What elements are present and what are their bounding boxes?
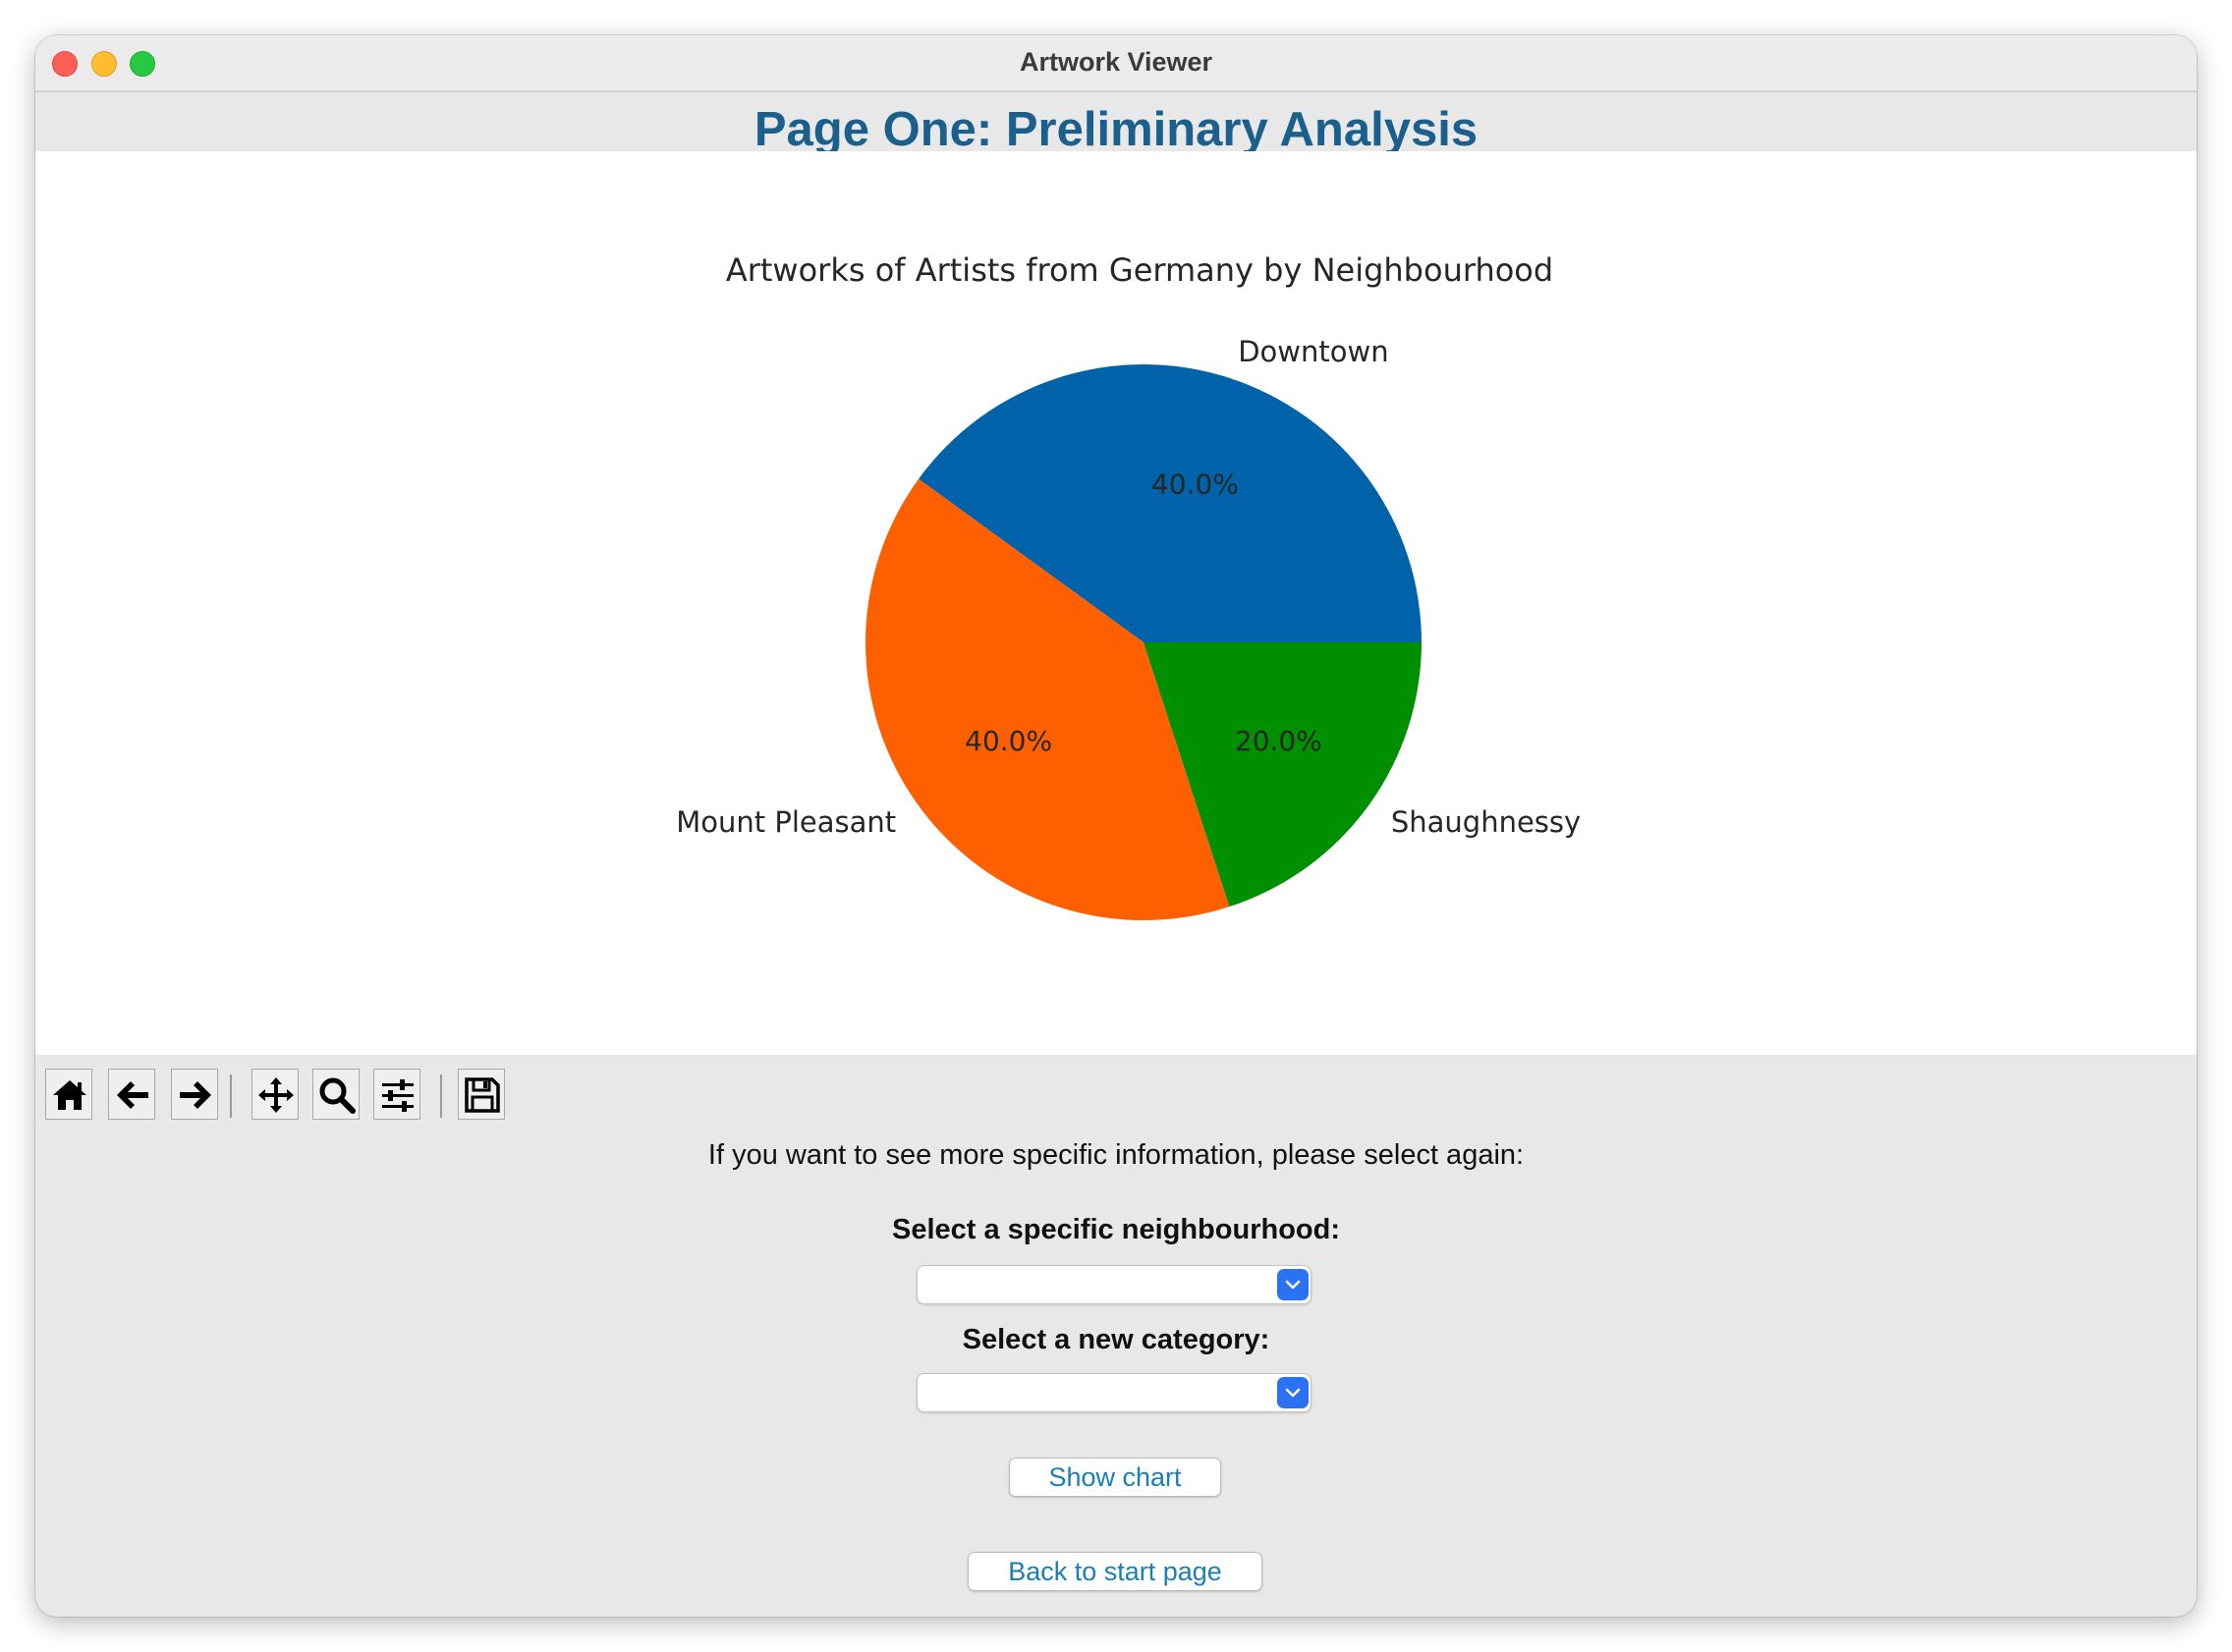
- home-icon: [53, 1080, 86, 1110]
- pie-percent-label: 20.0%: [1235, 725, 1322, 757]
- zoom-button[interactable]: [312, 1069, 360, 1120]
- pie-chart: Artworks of Artists from Germany by Neig…: [676, 251, 1581, 920]
- chevron-down-icon[interactable]: [1277, 1269, 1309, 1300]
- pie-slice-shaughnessy: [1144, 642, 1422, 908]
- info-text: If you want to see more specific informa…: [707, 1139, 1525, 1171]
- save-button[interactable]: [458, 1069, 505, 1120]
- zoom-icon: [319, 1077, 356, 1114]
- page-title: Page One: Preliminary Analysis: [753, 103, 1479, 156]
- minimize-window-button[interactable]: [91, 51, 117, 77]
- back-button[interactable]: [108, 1069, 155, 1120]
- neighbourhood-label: Select a specific neighbourhood:: [891, 1214, 1340, 1245]
- pie-slice-downtown: [919, 364, 1422, 642]
- back-to-start-button[interactable]: Back to start page: [968, 1552, 1262, 1591]
- toolbar-separator: [440, 1074, 442, 1118]
- close-window-button[interactable]: [52, 51, 78, 77]
- show-chart-button[interactable]: Show chart: [1009, 1458, 1221, 1497]
- home-button[interactable]: [45, 1069, 92, 1120]
- chart-title: Artworks of Artists from Germany by Neig…: [726, 251, 1553, 289]
- pie-slice-mount-pleasant: [865, 478, 1230, 920]
- neighbourhood-select[interactable]: [917, 1265, 1311, 1304]
- app-window: Artwork Viewer Page One: Preliminary Ana…: [35, 35, 2197, 1617]
- forward-arrow-icon: [180, 1081, 211, 1109]
- back-arrow-icon: [117, 1081, 148, 1109]
- pie-category-label: Downtown: [1238, 335, 1388, 368]
- category-select[interactable]: [917, 1373, 1311, 1412]
- toolbar-separator: [230, 1074, 232, 1118]
- pan-button[interactable]: [251, 1069, 299, 1120]
- category-label: Select a new category:: [962, 1324, 1270, 1355]
- pie-percent-label: 40.0%: [965, 725, 1052, 757]
- pie-category-label: Mount Pleasant: [676, 805, 896, 839]
- pan-icon: [258, 1077, 294, 1113]
- pie-percent-label: 40.0%: [1151, 468, 1239, 501]
- chart-canvas[interactable]: Artworks of Artists from Germany by Neig…: [35, 151, 2197, 1055]
- forward-button[interactable]: [171, 1069, 218, 1120]
- configure-subplots-icon: [382, 1079, 414, 1112]
- configure-subplots-button[interactable]: [373, 1069, 420, 1120]
- window-title: Artwork Viewer: [1019, 47, 1213, 77]
- pie-category-label: Shaughnessy: [1391, 805, 1581, 839]
- chevron-down-icon[interactable]: [1277, 1377, 1309, 1408]
- maximize-window-button[interactable]: [130, 51, 155, 77]
- save-icon: [465, 1077, 500, 1113]
- title-bar: Artwork Viewer: [35, 35, 2197, 92]
